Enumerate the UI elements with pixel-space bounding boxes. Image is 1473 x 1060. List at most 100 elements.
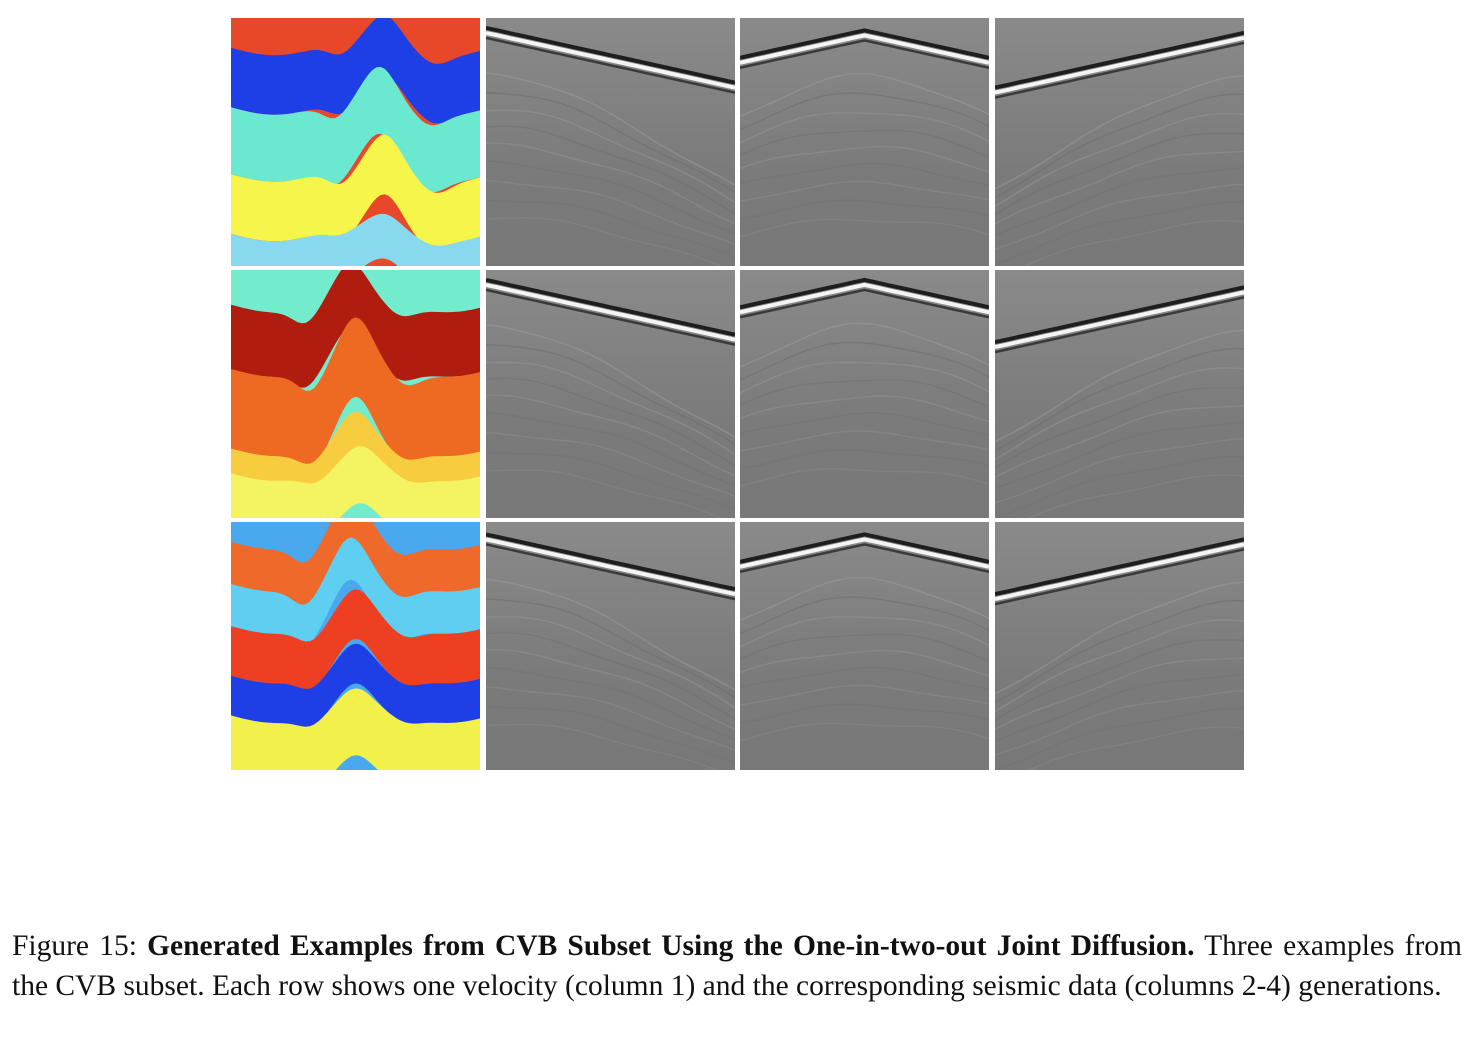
seismic-gather	[486, 522, 735, 770]
velocity-map	[231, 270, 480, 518]
seismic-gather	[995, 18, 1244, 266]
velocity-panel	[231, 270, 480, 518]
reflection-event	[995, 93, 1244, 199]
reflection-event	[486, 125, 735, 215]
reflection-event	[486, 217, 722, 266]
caption-text: Three examples from the CVB subset. Each…	[12, 930, 1462, 1002]
reflection-event	[486, 72, 735, 186]
reflection-event	[995, 405, 1244, 479]
direct-arrival	[740, 33, 989, 65]
seismic-panel	[740, 522, 989, 770]
direct-arrival	[740, 282, 989, 315]
figure-grid	[231, 18, 1244, 770]
reflection-event	[995, 455, 1244, 518]
reflection-event	[995, 347, 1244, 452]
reflection-event	[740, 199, 989, 221]
direct-arrival	[995, 548, 1244, 606]
seismic-panel	[995, 18, 1244, 266]
reflection-event	[486, 578, 735, 691]
reflection-event	[995, 201, 1244, 266]
reflection-event	[486, 723, 718, 770]
direct-arrival	[995, 41, 1244, 99]
direct-arrival	[740, 537, 989, 569]
reflection-event	[486, 706, 735, 765]
reflection-event	[995, 166, 1244, 236]
direct-arrival	[740, 39, 989, 70]
reflection-event	[740, 218, 989, 238]
direct-arrival	[995, 30, 1244, 90]
reflection-event	[486, 361, 735, 456]
direct-arrival	[486, 30, 735, 90]
reflection-event	[995, 367, 1244, 461]
velocity-layer	[231, 317, 480, 470]
direct-arrival	[995, 537, 1244, 597]
seismic-background	[995, 270, 1244, 518]
direct-arrival	[486, 543, 735, 601]
seismic-gather	[995, 522, 1244, 770]
reflection-event	[486, 648, 735, 730]
seismic-panel	[486, 522, 735, 770]
reflection-event	[1027, 474, 1244, 518]
reflection-event	[740, 162, 989, 187]
velocity-layer	[231, 213, 480, 266]
reflection-event	[740, 412, 989, 436]
reflection-event	[740, 180, 989, 202]
direct-arrival	[486, 532, 735, 592]
caption-label: Figure 15:	[12, 930, 148, 962]
reflection-event	[486, 632, 735, 720]
reflection-event	[740, 395, 989, 423]
reflection-event	[486, 91, 735, 194]
caption-title: Generated Examples from CVB Subset Using…	[147, 930, 1195, 962]
reflection-event	[1027, 726, 1244, 770]
reflection-event	[995, 150, 1244, 225]
seismic-panel	[740, 18, 989, 266]
reflection-event	[740, 616, 989, 648]
reflection-event	[740, 596, 989, 635]
velocity-layer	[231, 522, 480, 605]
velocity-panel	[231, 18, 480, 266]
seismic-panel	[995, 522, 1244, 770]
reflection-event	[995, 689, 1244, 756]
reflection-event	[486, 142, 735, 225]
reflection-event	[740, 379, 989, 408]
reflection-event	[995, 657, 1244, 731]
reflection-event	[486, 469, 722, 518]
reflection-event	[995, 421, 1244, 490]
reflection-event	[740, 703, 989, 725]
reflection-event	[740, 722, 989, 742]
reflection-event	[486, 179, 735, 246]
reflection-event	[740, 341, 989, 381]
seismic-panel	[486, 18, 735, 266]
reflection-event	[995, 329, 1244, 443]
reflection-event	[995, 619, 1244, 713]
seismic-background	[995, 522, 1244, 770]
direct-arrival	[995, 285, 1244, 345]
reflection-event	[486, 394, 735, 477]
direct-arrival	[486, 282, 735, 342]
reflection-event	[995, 673, 1244, 742]
reflection-event	[995, 639, 1244, 721]
reflection-event	[740, 430, 989, 452]
seismic-gather	[740, 270, 989, 518]
reflection-event	[486, 686, 735, 751]
figure-caption: Figure 15: Generated Examples from CVB S…	[12, 926, 1462, 1006]
seismic-background	[995, 18, 1244, 266]
reflection-event	[995, 581, 1244, 695]
reflection-event	[740, 649, 989, 677]
direct-arrival	[486, 537, 735, 597]
velocity-map	[231, 522, 480, 770]
reflection-event	[486, 666, 735, 740]
reflection-event	[995, 183, 1244, 250]
seismic-gather	[740, 18, 989, 266]
reflection-event	[486, 343, 735, 446]
direct-arrival	[486, 288, 735, 346]
reflection-event	[486, 431, 735, 498]
reflection-event	[995, 75, 1244, 190]
velocity-layer	[231, 66, 480, 193]
seismic-panel	[486, 270, 735, 518]
velocity-layer	[231, 589, 480, 692]
seismic-gather	[486, 270, 735, 518]
reflection-event	[486, 199, 735, 259]
reflection-event	[740, 576, 989, 622]
direct-arrival	[740, 543, 989, 574]
